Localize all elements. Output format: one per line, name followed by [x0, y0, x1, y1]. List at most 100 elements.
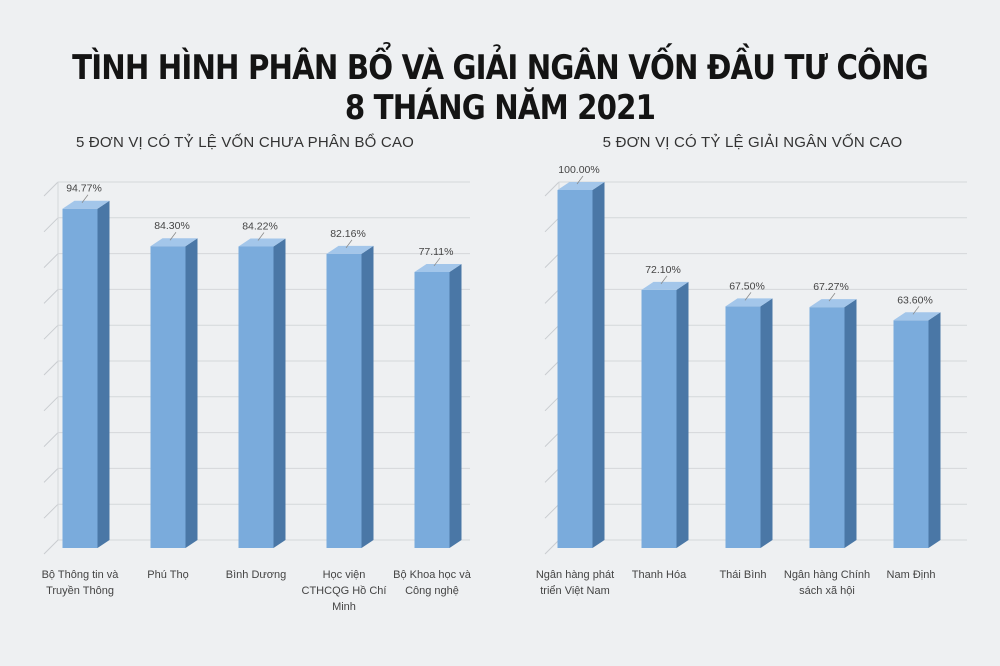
bar-front	[326, 253, 362, 549]
category-label: Minh	[332, 601, 356, 613]
bar-front	[557, 190, 593, 548]
bar-side	[97, 200, 110, 548]
bar-side	[273, 238, 286, 548]
gridline-depth	[43, 432, 59, 447]
gridline-depth	[544, 217, 560, 233]
bar-front	[641, 289, 677, 548]
gridline-depth	[43, 324, 59, 340]
bar-side	[185, 238, 198, 548]
bar-unallocated-1	[62, 200, 110, 548]
value-label: 84.30%	[154, 220, 190, 232]
bar-top	[238, 238, 286, 247]
label-leader	[744, 292, 752, 301]
label-leader	[660, 275, 668, 285]
chart-unallocated: 94.77% Bộ Thông tin và Truyền Thông 84.30% P…	[42, 181, 472, 613]
category-label: Bộ Thông tin và	[42, 569, 120, 581]
bar-unallocated-2	[150, 238, 198, 548]
chart-title-unallocated: 5 ĐƠN VỊ CÓ TỶ LỆ VỐN CHƯA PHÂN BỔ CAO	[75, 134, 415, 151]
value-label: 67.27%	[813, 281, 849, 293]
value-label: 100.00%	[558, 164, 599, 176]
bar-front	[893, 320, 929, 548]
chart-title-disbursement: 5 ĐƠN VỊ CÓ TỶ LỆ GIẢI NGÂN VỐN CAO	[602, 134, 903, 151]
bar-disbursement-5	[893, 312, 941, 548]
bar-unallocated-4	[326, 245, 374, 549]
gridline-depth	[43, 217, 59, 233]
label-leader	[576, 175, 584, 185]
bar-disbursement-1	[557, 182, 605, 548]
bar-front	[62, 208, 98, 548]
gridline-depth	[43, 539, 59, 555]
bar-side	[844, 299, 857, 548]
value-label: 84.22%	[242, 220, 278, 232]
chart-panel-unallocated: 5 ĐƠN VỊ CÓ TỶ LỆ VỐN CHƯA PHÂN BỔ CAO 9…	[0, 120, 490, 660]
category-label: Công nghệ	[405, 585, 459, 597]
bar-disbursement-4	[809, 299, 857, 548]
bar-top	[809, 299, 857, 308]
category-label: Học viện	[323, 569, 366, 581]
gridline-depth	[544, 503, 560, 519]
gridline-depth	[43, 253, 59, 268]
category-label: Nam Định	[887, 569, 936, 581]
category-label: Bình Dương	[226, 569, 286, 581]
bar-front	[238, 246, 274, 548]
bar-front	[414, 271, 450, 548]
label-leader	[169, 231, 177, 241]
bar-unallocated-5	[414, 263, 462, 548]
category-label: Truyền Thông	[46, 585, 114, 597]
chart-panel-disbursement: 5 ĐƠN VỊ CÓ TỶ LỆ GIẢI NGÂN VỐN CAO 100.…	[505, 120, 1000, 660]
value-label: 67.50%	[729, 280, 765, 292]
value-label: 63.60%	[897, 294, 933, 306]
chart-disbursement: 100.00% Ngân hàng phát triển Việt Nam 72.10…	[536, 164, 967, 597]
category-label: Thanh Hóa	[632, 569, 687, 581]
gridline-depth	[544, 468, 560, 483]
bar-top	[414, 263, 462, 272]
category-label: CTHCQG Hồ Chí	[302, 585, 387, 597]
label-leader	[257, 232, 265, 241]
bar-front	[725, 306, 761, 548]
bar-side	[760, 298, 773, 548]
bar-top	[557, 182, 605, 190]
bar-top	[641, 281, 689, 290]
gridline-depth	[43, 181, 59, 197]
category-label: Ngân hàng phát	[536, 569, 614, 581]
gridline-depth	[544, 360, 560, 376]
label-leader	[433, 257, 441, 267]
category-label: Phú Thọ	[147, 569, 188, 581]
bar-top	[62, 200, 110, 209]
gridline-depth	[43, 360, 59, 376]
bar-disbursement-3	[725, 298, 773, 548]
bar-top	[326, 245, 374, 254]
value-label: 72.10%	[645, 264, 681, 276]
bar-side	[928, 312, 941, 548]
gridline-depth	[43, 396, 59, 412]
gridline-depth	[544, 396, 560, 412]
gridline-depth	[544, 432, 560, 447]
value-label: 82.16%	[330, 228, 366, 240]
page-title: TÌNH HÌNH PHÂN BỔ VÀ GIẢI NGÂN VỐN ĐẦU T…	[72, 48, 929, 128]
bar-top	[893, 312, 941, 321]
gridline-depth	[544, 324, 560, 340]
category-label: sách xã hội	[799, 585, 855, 597]
bar-top	[150, 238, 198, 247]
label-leader	[828, 292, 836, 302]
gridline-depth	[43, 468, 59, 483]
label-leader	[345, 239, 353, 249]
bar-top	[725, 298, 773, 307]
bar-side	[676, 281, 689, 548]
category-label: triển Việt Nam	[540, 585, 610, 597]
category-label: Bộ Khoa học và	[393, 569, 472, 581]
bar-side	[361, 245, 374, 549]
label-leader	[81, 194, 89, 203]
gridline-depth	[544, 539, 560, 555]
label-leader	[912, 306, 920, 315]
bar-front	[150, 246, 186, 548]
bar-side	[592, 182, 605, 548]
value-label: 94.77%	[66, 183, 102, 195]
bar-disbursement-2	[641, 281, 689, 548]
category-label: Thái Bình	[719, 569, 766, 581]
bar-side	[449, 263, 462, 548]
gridline-depth	[43, 289, 59, 304]
gridline-depth	[544, 181, 560, 197]
bar-unallocated-3	[238, 238, 286, 548]
category-label: Ngân hàng Chính	[784, 569, 870, 581]
